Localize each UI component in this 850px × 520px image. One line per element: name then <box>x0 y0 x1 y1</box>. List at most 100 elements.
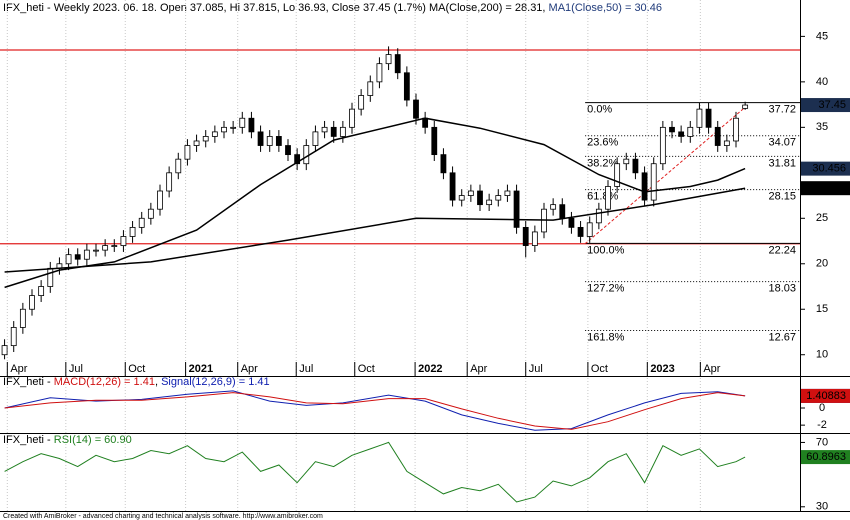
candle-body <box>714 126 721 146</box>
candle-body <box>47 267 54 287</box>
candle-body <box>550 204 557 210</box>
x-tick-label: 2021 <box>189 363 213 375</box>
fib-label: 161.8% <box>587 331 625 343</box>
y-tick-label: 0 <box>819 402 825 414</box>
y-tick-label: 20 <box>816 258 828 270</box>
x-tick-label: Apr <box>10 363 27 375</box>
candle-body <box>1 345 8 356</box>
candle-body <box>705 108 712 128</box>
candle-body <box>742 104 749 109</box>
candle-body <box>495 195 502 201</box>
candle-body <box>723 140 730 146</box>
candle-body <box>467 190 474 196</box>
value-badge-label: 28.3105 <box>806 182 846 194</box>
candle-body <box>349 108 355 128</box>
x-tick-label: 2023 <box>650 363 674 375</box>
fib-value: 31.81 <box>768 157 796 169</box>
y-tick-label: 35 <box>816 121 828 133</box>
candle-body <box>266 136 273 146</box>
title-part: MA1(Close,50) = 30.46 <box>549 2 662 14</box>
candle-body <box>413 99 419 119</box>
candle-body <box>120 236 127 246</box>
fib-value: 18.03 <box>768 283 796 295</box>
candle-body <box>285 145 291 156</box>
candle-body <box>248 117 255 133</box>
x-tick-label: Jul <box>299 363 313 375</box>
candle-body <box>403 72 410 101</box>
candle-body <box>522 226 529 246</box>
fib-label: 23.6% <box>587 137 618 149</box>
value-badge-label: 30.456 <box>812 163 846 175</box>
candle-body <box>605 186 611 210</box>
candle-body <box>202 136 209 142</box>
candle-body <box>449 172 456 201</box>
candle-body <box>38 286 45 297</box>
candle-body <box>367 81 374 96</box>
panel-title: IFX_heti - RSI(14) = 60.90 <box>3 434 132 446</box>
fib-label: 38.2% <box>587 157 618 169</box>
x-tick-label: Apr <box>703 363 720 375</box>
fib-label: 0.0% <box>587 104 612 116</box>
x-tick-label: 2022 <box>418 363 442 375</box>
candle-body <box>239 117 246 128</box>
value-badge <box>801 98 850 113</box>
fib-value: 12.67 <box>768 331 796 343</box>
candle-body <box>65 254 72 265</box>
candle-body <box>29 295 35 310</box>
candle-body <box>531 231 538 246</box>
y-tick-label: -2 <box>817 419 827 431</box>
candle-body <box>440 154 447 174</box>
y-tick-label: 70 <box>816 436 828 448</box>
title-part: , <box>155 376 161 388</box>
value-badge-label: 60.8963 <box>806 451 846 463</box>
title-part: MACD(12,26) = 1.41 <box>54 376 155 388</box>
candle-body <box>385 54 392 65</box>
candle-body <box>157 190 163 210</box>
candle-body <box>559 204 566 219</box>
x-tick-label: Jul <box>69 363 83 375</box>
title-part: IFX_heti - Weekly 2023. 06. 18. Open 37.… <box>3 2 549 14</box>
y-tick-label: 40 <box>816 76 828 88</box>
candle-body <box>147 208 154 219</box>
y-tick-label: 15 <box>816 303 828 315</box>
fib-label: 100.0% <box>587 244 625 256</box>
x-tick-label: Oct <box>591 363 608 375</box>
candle-body <box>257 131 264 146</box>
candle-body <box>513 190 520 228</box>
title-part: RSI(14) = 60.90 <box>54 434 132 446</box>
series-line <box>4 117 746 289</box>
x-tick-label: Oct <box>358 363 375 375</box>
candle-body <box>221 126 227 133</box>
candle-body <box>74 254 81 260</box>
fib-value: 28.15 <box>768 191 796 203</box>
candle-body <box>275 136 282 146</box>
x-tick-label: Jul <box>529 363 543 375</box>
candle-body <box>678 131 685 137</box>
series-line <box>4 392 746 430</box>
fib-value: 22.24 <box>768 244 796 256</box>
candle-body <box>696 108 703 128</box>
x-tick-label: Apr <box>241 363 258 375</box>
candle-body <box>733 117 739 142</box>
candle-body <box>83 249 90 260</box>
y-tick-label: 30 <box>816 501 828 513</box>
candle-body <box>339 126 346 137</box>
candle-body <box>303 145 310 165</box>
candle-body <box>19 308 26 328</box>
candle-body <box>595 208 602 224</box>
candle-body <box>422 117 429 128</box>
fib-label: 127.2% <box>587 283 625 295</box>
candle-body <box>184 145 191 160</box>
value-badge <box>801 161 850 176</box>
candle-body <box>321 126 328 133</box>
candle-body <box>659 126 666 165</box>
candle-body <box>641 172 648 201</box>
candle-body <box>358 95 365 110</box>
x-tick-label: Oct <box>128 363 145 375</box>
candle-body <box>632 158 639 174</box>
candle-body <box>193 140 200 146</box>
chart-title: IFX_heti - Weekly 2023. 06. 18. Open 37.… <box>3 2 662 14</box>
candle-body <box>330 126 337 137</box>
candle-body <box>623 158 630 165</box>
fib-value: 37.72 <box>768 104 796 116</box>
